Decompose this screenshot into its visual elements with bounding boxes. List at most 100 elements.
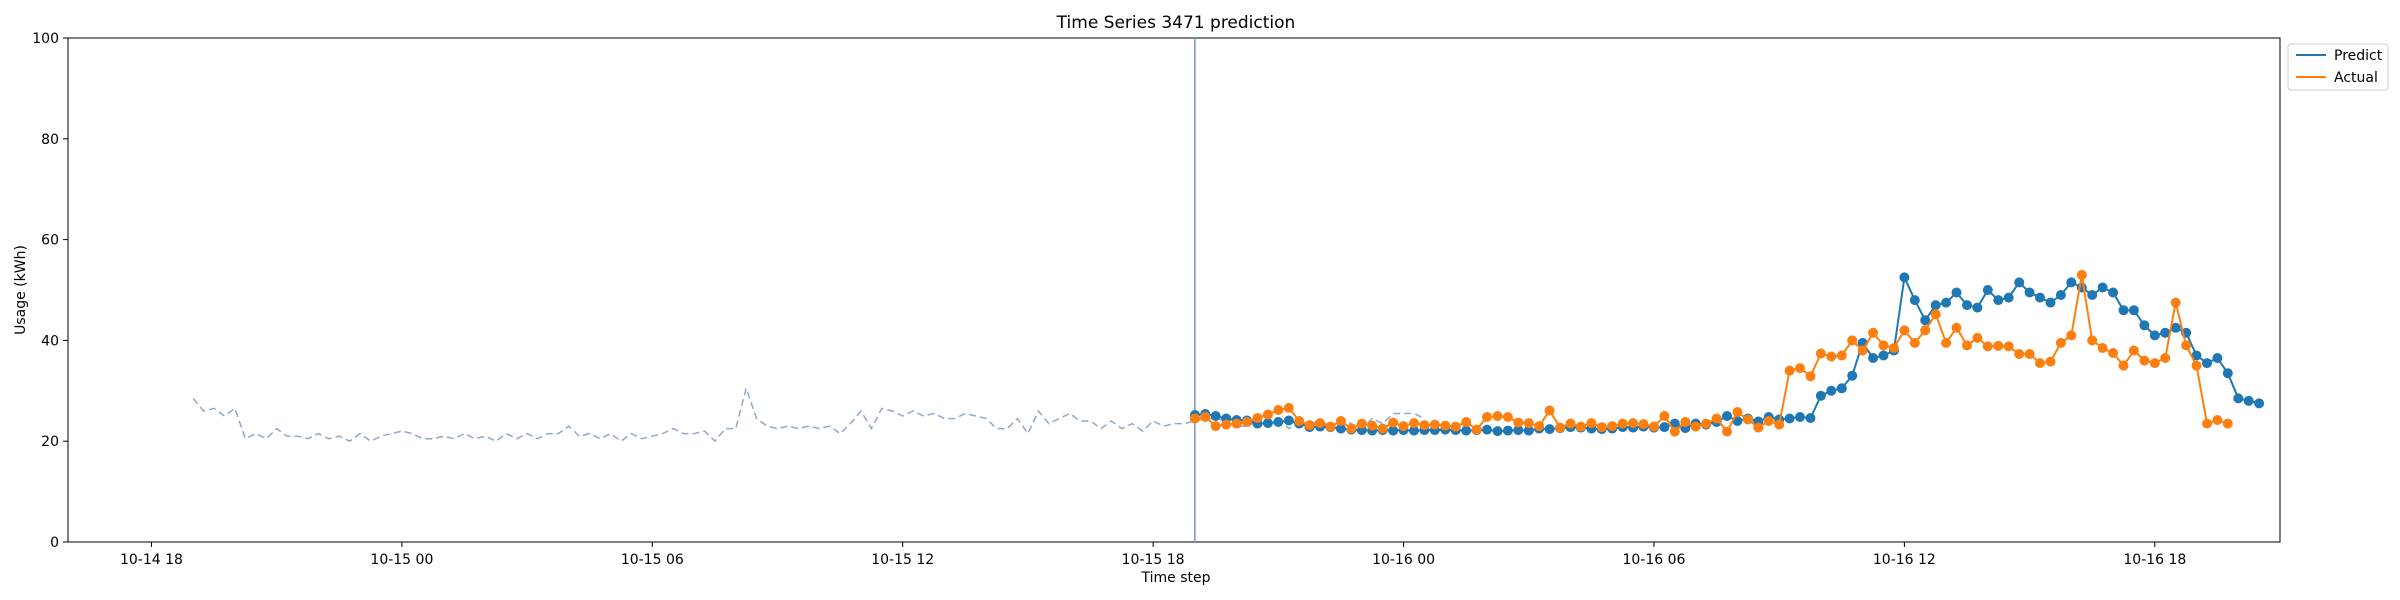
x-tick-label: 10-16 12 [1873,552,1936,568]
x-tick-label: 10-16 00 [1372,552,1435,568]
actual-point [1210,421,1221,432]
legend-label-actual: Actual [2334,70,2378,86]
x-tick-label: 10-15 00 [370,552,433,568]
actual-point [1513,417,1524,428]
actual-point [1335,416,1346,426]
actual-point [2170,297,2181,308]
predict-point [1722,411,1732,421]
actual-point [1304,420,1315,431]
actual-point [1878,340,1889,351]
actual-point [1982,341,1993,352]
actual-point [1200,412,1211,422]
actual-point [2024,349,2035,359]
predict-point [1283,415,1294,426]
x-tick-label: 10-16 06 [1622,552,1685,568]
actual-point [1868,327,1879,338]
actual-point [1242,417,1252,427]
actual-point [1649,421,1659,432]
actual-point [1784,365,1795,376]
predict-point [2035,292,2045,303]
predict-point [2087,290,2098,300]
predict-series [1189,272,2265,437]
actual-point [1419,420,1430,431]
actual-point [1607,421,1618,432]
actual-point [1669,426,1680,437]
actual-point [1659,411,1670,421]
actual-point [1638,419,1649,430]
actual-point [1951,322,1962,333]
actual-point [1398,421,1409,432]
actual-point [2181,340,2192,351]
predict-point [1262,418,1273,429]
actual-point [2139,355,2150,366]
predict-point [1972,302,1983,313]
predict-point [2160,327,2171,338]
predict-point [1805,413,1816,423]
actual-point [1826,351,1837,362]
actual-point [1596,422,1607,433]
actual-point [1461,417,1472,427]
actual-point [1544,405,1555,416]
actual-point [2202,418,2212,429]
predict-point [2254,398,2265,409]
predict-line [1194,273,2260,433]
predict-point [1388,425,1399,436]
y-tick-label: 100 [32,31,59,47]
predict-point [1962,300,1972,311]
predict-point [1461,425,1472,436]
actual-point [1795,363,1805,374]
actual-point [2076,269,2087,280]
actual-point [1690,421,1701,432]
actual-point [1930,309,1941,320]
predict-point [2212,353,2223,363]
actual-point [1325,421,1336,432]
actual-point [1367,420,1378,431]
predict-point [1492,426,1503,437]
actual-point [1617,418,1628,429]
actual-series [1189,269,2233,437]
predict-point [2243,395,2254,406]
actual-point [1805,371,1816,382]
actual-point [1221,419,1232,430]
actual-line [1194,274,2229,434]
predict-point [1826,385,1837,396]
actual-point [2066,330,2077,341]
predict-point [2045,297,2056,308]
predict-point [1899,272,1910,283]
predict-point [2202,358,2212,369]
predict-point [2055,290,2066,300]
actual-point [1847,335,1858,346]
actual-point [1471,424,1482,435]
legend-label-predict: Predict [2334,48,2383,64]
actual-point [2222,418,2233,429]
predict-point [1513,425,1524,436]
actual-point [2045,356,2056,367]
predict-point [1409,425,1419,436]
predict-point [2024,287,2035,298]
actual-point [1377,423,1388,434]
actual-point [2014,349,2025,359]
legend: Predict Actual [2287,43,2389,91]
actual-point [1273,405,1284,415]
y-tick-label: 60 [41,233,59,249]
predict-point [2149,330,2160,341]
actual-point [1753,422,1764,433]
actual-point [2128,345,2139,356]
y-tick-label: 80 [41,132,59,148]
actual-point [2191,360,2202,371]
actual-point [1972,332,1983,343]
predict-point [1951,287,1962,298]
predict-point [2097,282,2108,293]
actual-point [1732,407,1743,417]
chart-title: Time Series 3471 prediction [1056,13,1296,33]
y-tick-label: 40 [41,333,59,349]
actual-point [1523,418,1534,429]
actual-point [1680,417,1691,427]
actual-point [1722,426,1732,437]
actual-point [2097,343,2108,353]
actual-point [1231,418,1242,429]
actual-point [1628,418,1639,429]
predict-point [1815,390,1826,401]
predict-point [2066,277,2077,288]
